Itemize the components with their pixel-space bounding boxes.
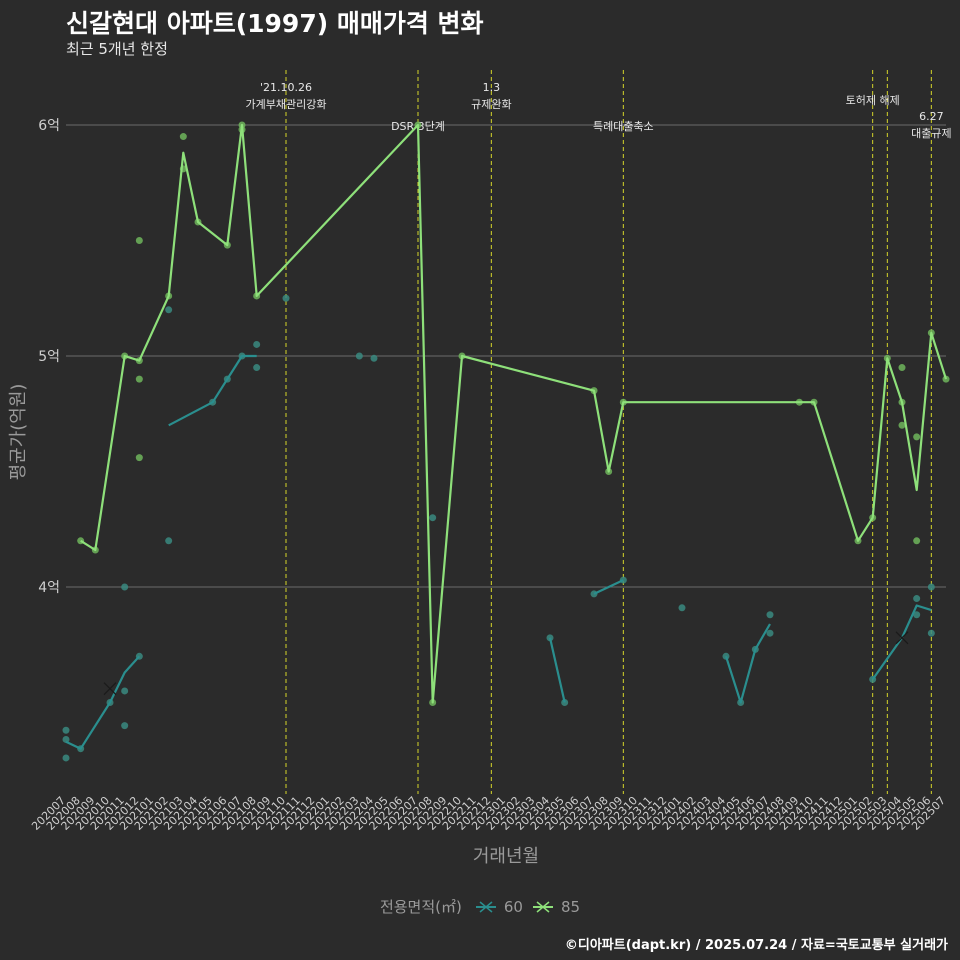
series-lines <box>65 123 948 750</box>
y-axis-ticks: 4억 5억 6억 <box>38 118 60 596</box>
data-point-60 <box>253 364 261 372</box>
series-line-60 <box>548 637 566 703</box>
series-line-85 <box>80 123 948 704</box>
data-point-60 <box>913 611 921 619</box>
data-point-60 <box>165 306 173 314</box>
data-point-85 <box>913 537 921 545</box>
data-point-60 <box>62 726 70 734</box>
data-point-85 <box>135 454 143 462</box>
event-annotation: 토허제 해제 <box>846 93 900 107</box>
data-point-60 <box>121 687 129 695</box>
x-axis-ticks: 2020072020082020092020102020112020122021… <box>29 794 948 833</box>
legend: 전용면적(㎡) 60 85 <box>0 896 960 917</box>
event-annotation: 특례대출축소 <box>593 120 654 133</box>
data-point-60 <box>282 294 290 302</box>
data-point-60 <box>766 629 774 637</box>
grid-lines <box>66 124 946 588</box>
data-point-60 <box>253 340 261 348</box>
series-line-60 <box>65 655 141 750</box>
legend-swatch-60 <box>475 900 496 913</box>
data-point-60 <box>913 595 921 603</box>
data-point-60 <box>121 722 129 730</box>
legend-label-60: 60 <box>503 897 523 916</box>
y-axis-label: 평균가(억원) <box>8 384 29 481</box>
series-line-60 <box>593 579 624 595</box>
data-point-85 <box>898 364 906 372</box>
data-point-60 <box>766 611 774 619</box>
data-point-60 <box>678 604 686 612</box>
event-lines <box>285 70 932 794</box>
event-annotation: 6.27 <box>919 110 944 123</box>
chart-subtitle: 최근 5개년 한정 <box>66 40 168 58</box>
source-caption: ©디아파트(dapt.kr) / 2025.07.24 / 자료=국토교통부 실… <box>564 938 948 953</box>
data-point-85 <box>179 133 187 141</box>
y-tick-label: 5억 <box>38 349 60 365</box>
cross-marker-60 <box>895 631 909 645</box>
data-point-60 <box>165 537 173 545</box>
data-point-85 <box>135 237 143 244</box>
data-point-85 <box>898 421 906 429</box>
data-points <box>62 121 950 762</box>
event-annotation: 규제완화 <box>471 98 511 111</box>
data-point-60 <box>62 754 70 762</box>
legend-item-60: 60 <box>474 898 523 916</box>
legend-item-85: 85 <box>531 898 580 916</box>
data-point-60 <box>370 354 378 362</box>
legend-label-85: 85 <box>560 897 581 916</box>
x-axis-label: 거래년월 <box>473 846 539 867</box>
data-point-60 <box>355 352 363 360</box>
data-point-60 <box>927 583 935 591</box>
data-point-85 <box>135 375 143 383</box>
event-annotation: '21.10.26 <box>260 81 312 94</box>
cross-marker-60 <box>103 682 117 696</box>
y-tick-label: 6억 <box>38 118 60 134</box>
event-annotation: 가계부채관리강화 <box>246 98 327 111</box>
event-annotation: 대출규제 <box>911 127 951 140</box>
series-line-60 <box>168 354 257 427</box>
data-point-60 <box>62 735 70 743</box>
legend-title: 전용면적(㎡) <box>379 898 462 916</box>
series-line-60 <box>871 604 932 681</box>
data-point-60 <box>927 629 935 637</box>
y-tick-label: 4억 <box>38 580 60 596</box>
event-annotation: 1.3 <box>483 81 501 94</box>
chart-title: 신갈현대 아파트(1997) 매매가격 변화 <box>66 9 484 38</box>
data-point-85 <box>913 433 921 441</box>
data-point-60 <box>429 514 437 522</box>
data-point-60 <box>121 583 129 591</box>
legend-swatch-85 <box>532 900 553 913</box>
series-line-60 <box>724 623 771 704</box>
